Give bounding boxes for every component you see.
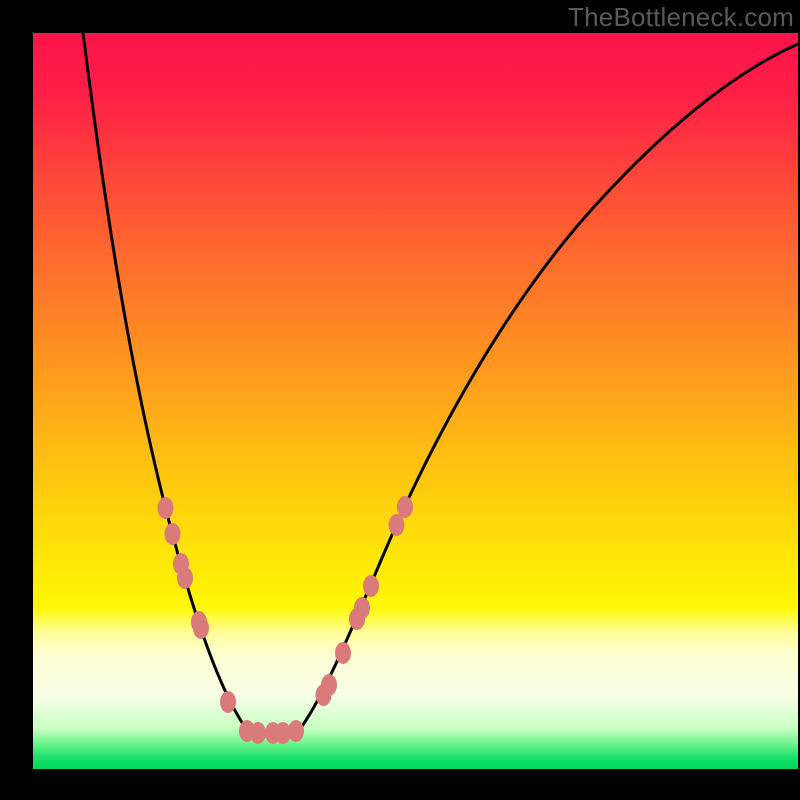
chart-plot-area	[33, 33, 798, 769]
chart-frame: TheBottleneck.com	[0, 0, 800, 800]
background-gradient	[33, 33, 798, 769]
watermark-text: TheBottleneck.com	[568, 2, 794, 33]
